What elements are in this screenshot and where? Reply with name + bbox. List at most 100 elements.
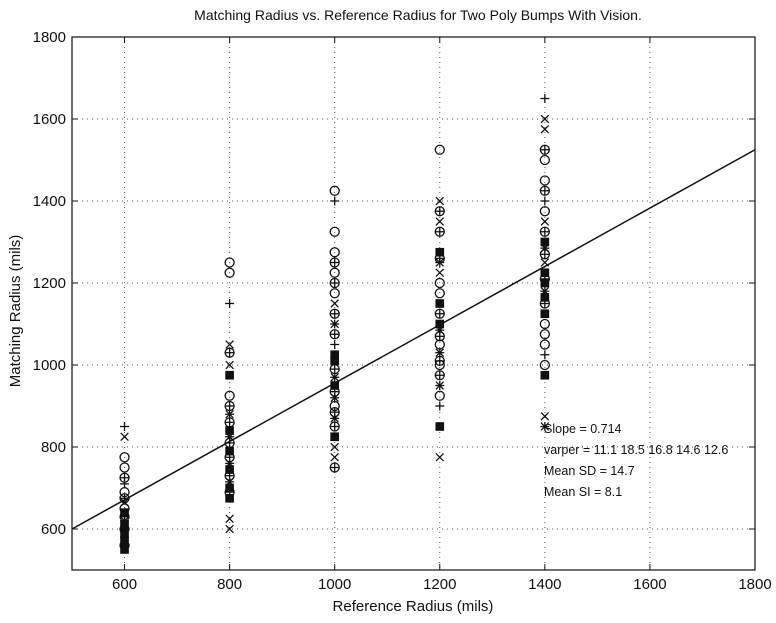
- data-point-square: [435, 422, 445, 431]
- data-point-square: [540, 370, 550, 380]
- marker-diag: [225, 340, 234, 349]
- marker-square: [540, 370, 550, 380]
- marker-circle: [329, 247, 340, 258]
- marker-circle: [539, 318, 550, 330]
- data-point-circle: [539, 318, 550, 330]
- marker-circle: [119, 452, 130, 463]
- data-point-x: [330, 452, 339, 462]
- data-point-circle: [434, 277, 445, 289]
- data-point-circle: [329, 247, 340, 258]
- data-point-circle: [329, 267, 340, 278]
- annotation-line: Mean SI = 8.1: [544, 485, 622, 499]
- data-point-x: [225, 514, 234, 524]
- data-point-star: [330, 393, 340, 403]
- plot-frame: [71, 36, 756, 571]
- marker-square: [120, 545, 129, 554]
- marker-square: [225, 370, 234, 380]
- marker-circle: [329, 226, 340, 237]
- y-tick-label: 1200: [33, 275, 66, 292]
- data-point-circle: [329, 288, 340, 299]
- marker-diag: [435, 196, 445, 206]
- data-point-square: [540, 309, 550, 319]
- data-point-circle: [539, 154, 550, 166]
- data-point-circle-plus: [119, 493, 130, 504]
- marker-diag: [225, 524, 234, 534]
- y-tick-label: 800: [41, 439, 66, 456]
- data-point-x: [435, 196, 445, 206]
- marker-diag: [330, 414, 339, 423]
- data-point-circle: [329, 185, 340, 196]
- marker-circle: [329, 267, 340, 278]
- data-point-star: [540, 422, 550, 431]
- data-point-circle: [329, 226, 340, 237]
- marker-diag: [120, 432, 129, 442]
- marker-square: [330, 432, 340, 442]
- data-point-circle-plus: [434, 331, 445, 342]
- data-point-square: [435, 299, 445, 308]
- data-point-circle-plus: [224, 417, 235, 428]
- data-point-x: [225, 340, 234, 349]
- data-point-plus: [540, 350, 550, 360]
- grid-lines: [72, 37, 755, 570]
- marker-circle: [329, 288, 340, 299]
- data-point-plus: [225, 299, 235, 308]
- y-tick-label: 1800: [33, 29, 66, 46]
- data-point-circle: [539, 329, 550, 340]
- data-point-x: [225, 524, 234, 534]
- data-point-x: [330, 299, 339, 308]
- data-point-plus: [120, 479, 130, 489]
- data-point-circle-plus: [329, 462, 340, 473]
- x-tick-label: 600: [112, 576, 137, 593]
- marker-circle: [539, 329, 550, 340]
- data-point-circle-plus: [329, 421, 340, 432]
- x-tick-label: 1200: [423, 576, 456, 593]
- data-point-x: [435, 217, 445, 226]
- data-point-circle-plus: [329, 257, 340, 268]
- data-point-circle-plus: [329, 308, 340, 319]
- marker-diag: [435, 258, 445, 267]
- data-point-plus: [330, 340, 340, 349]
- marker-circle: [539, 359, 550, 371]
- marker-circle: [119, 462, 130, 473]
- annotation-line: Mean SD = 14.7: [544, 464, 635, 478]
- marker-circle: [539, 154, 550, 166]
- data-point-circle: [539, 175, 550, 186]
- annotation-line: Slope = 0.714: [544, 422, 622, 436]
- marker-diag: [540, 422, 550, 431]
- data-point-circle-plus: [224, 347, 235, 358]
- data-point-circle: [224, 267, 235, 278]
- y-tick-label: 1600: [33, 111, 66, 128]
- data-point-x: [540, 217, 550, 226]
- data-point-circle: [434, 359, 445, 371]
- data-point-square: [225, 493, 234, 503]
- data-point-square: [330, 356, 340, 366]
- data-point-star: [225, 409, 235, 419]
- marker-square: [540, 278, 550, 288]
- y-axis-label: Matching Radius (mils): [7, 235, 24, 388]
- marker-circle: [434, 144, 445, 155]
- data-point-square: [330, 432, 340, 442]
- data-point-circle: [539, 359, 550, 371]
- data-point-star: [435, 258, 445, 267]
- data-point-circle: [224, 390, 235, 401]
- y-tick-label: 1000: [33, 357, 66, 374]
- marker-square: [435, 299, 445, 308]
- marker-diag: [225, 514, 234, 524]
- data-point-x: [540, 114, 550, 124]
- data-point-x: [435, 268, 445, 278]
- marker-square: [330, 356, 340, 366]
- data-point-circle-plus: [329, 277, 340, 289]
- data-point-circle: [434, 390, 445, 401]
- data-point-circle-plus: [329, 363, 340, 375]
- marker-diag: [540, 258, 550, 267]
- data-point-star: [435, 381, 445, 390]
- data-point-plus: [540, 94, 550, 103]
- marker-circle: [539, 339, 550, 350]
- data-point-circle: [539, 206, 550, 217]
- marker-circle: [539, 206, 550, 217]
- data-point-star: [435, 348, 445, 358]
- data-point-circle-plus: [539, 144, 550, 155]
- data-point-plus: [435, 401, 445, 411]
